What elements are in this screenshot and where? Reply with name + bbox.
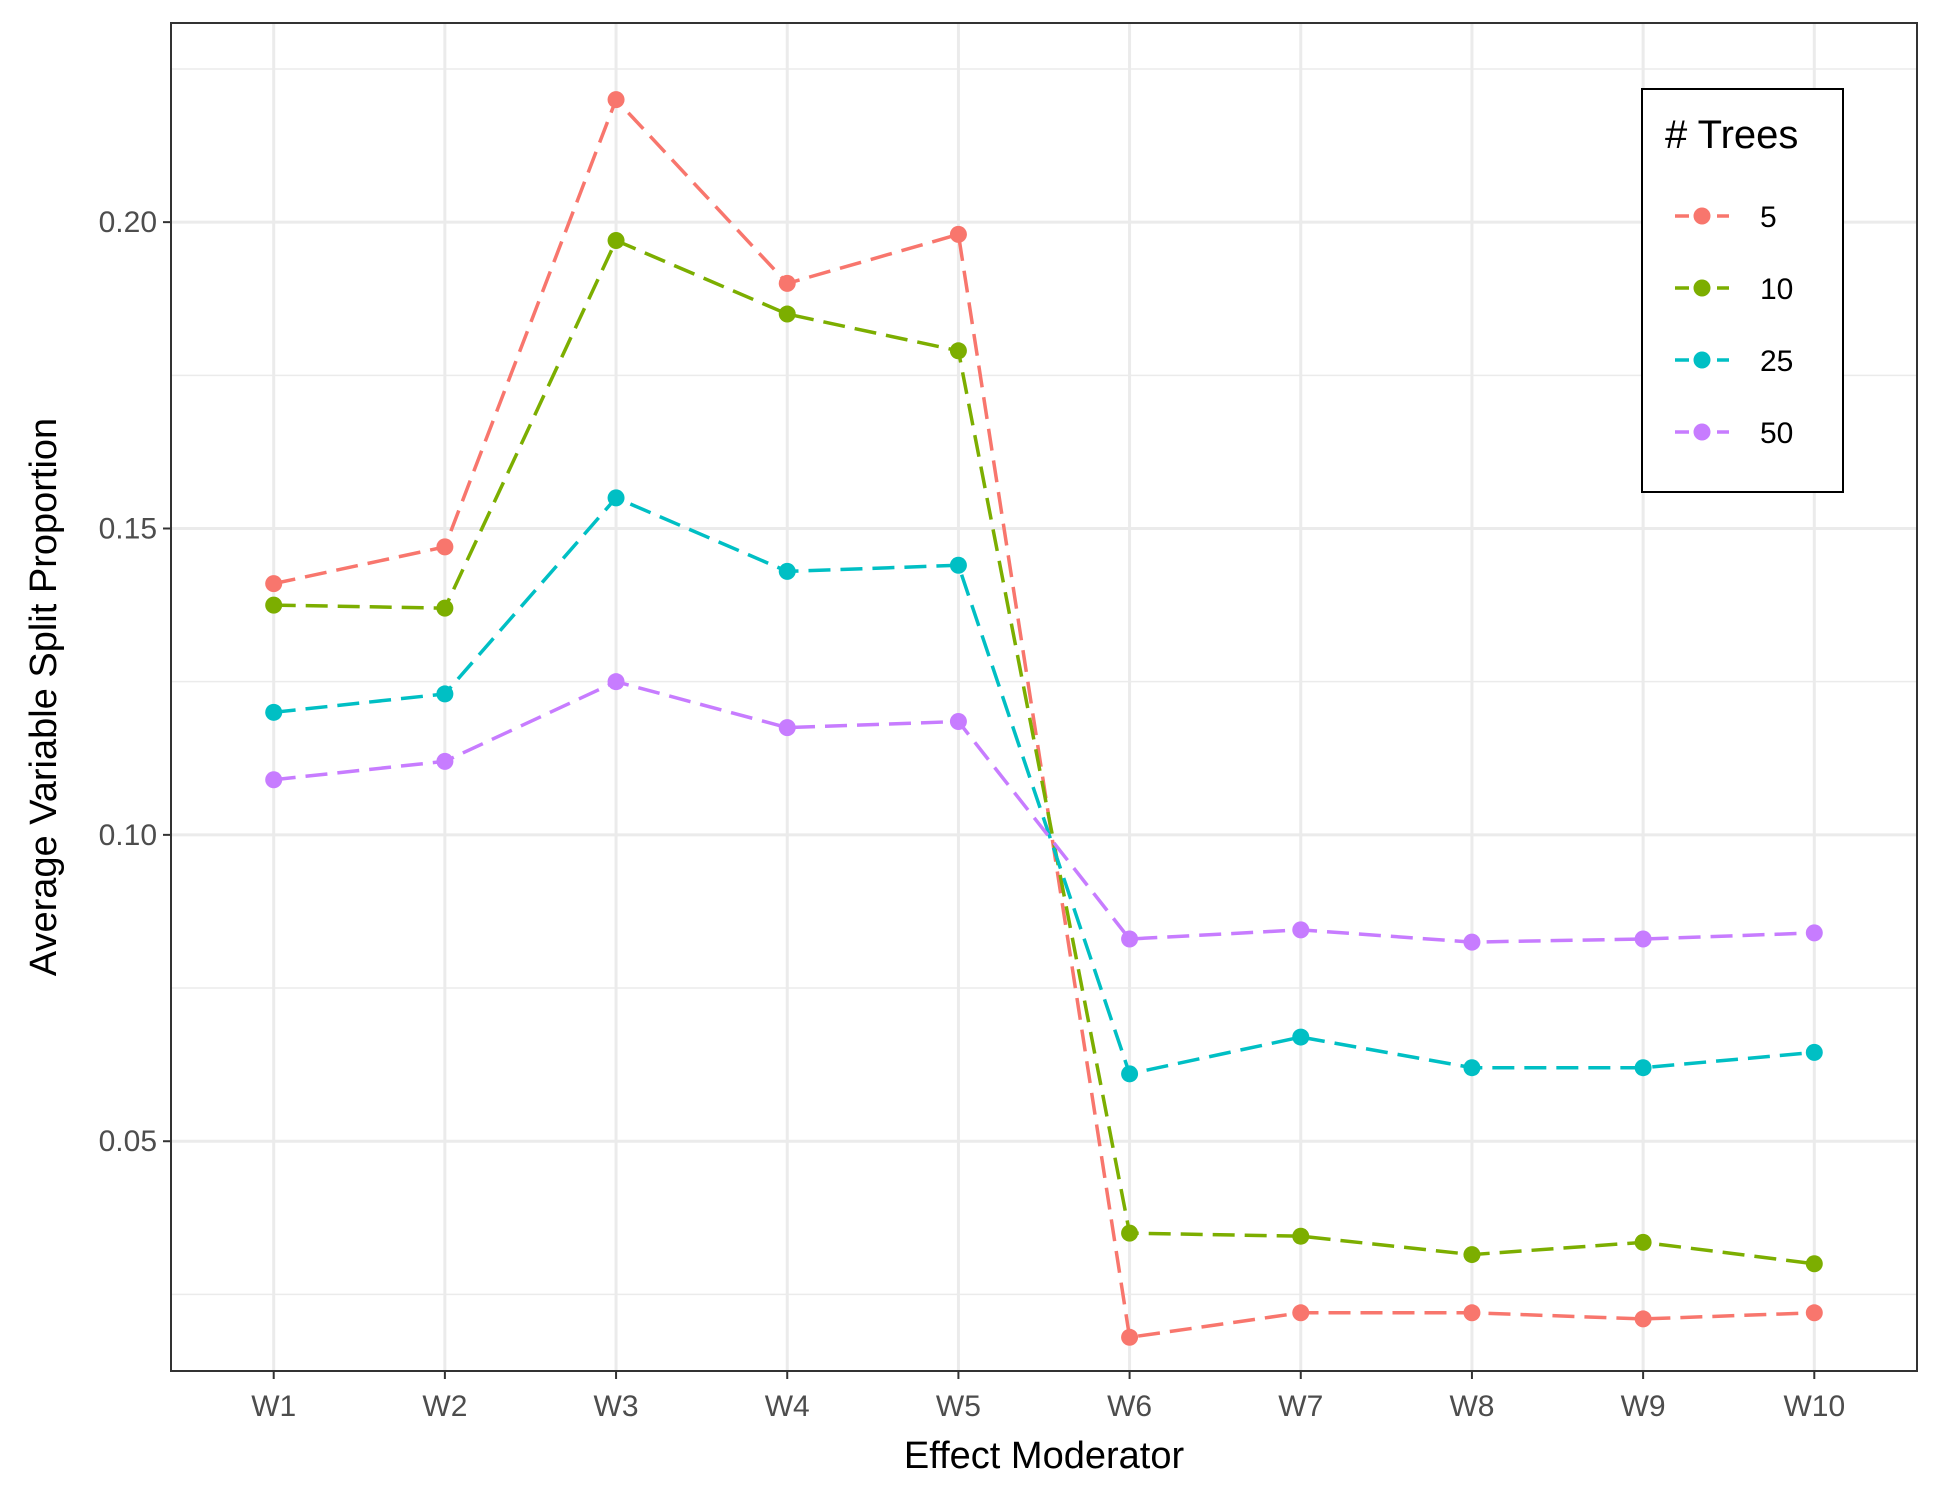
- data-point: [949, 225, 967, 243]
- x-tick-label: W2: [422, 1390, 467, 1423]
- x-tick-label: W6: [1107, 1390, 1152, 1423]
- legend: # Trees 5 10 25 50: [1641, 88, 1844, 493]
- legend-items: 5 10 25 50: [1675, 201, 1793, 450]
- data-point: [265, 575, 283, 593]
- axes: 0.05 0.10 0.15 0.20 W1 W2 W3 W4 W5 W6 W7 W8 W9 W10: [99, 206, 1846, 1423]
- data-point: [1121, 1328, 1139, 1346]
- data-point: [1463, 1304, 1481, 1322]
- y-tick-label: 0.05: [99, 1125, 157, 1158]
- data-point: [1463, 1059, 1481, 1077]
- data-point: [607, 91, 625, 109]
- data-point: [1634, 1233, 1652, 1251]
- legend-key-point: [1693, 351, 1711, 369]
- data-point: [1634, 1310, 1652, 1328]
- data-point: [1121, 930, 1139, 948]
- data-point: [778, 719, 796, 737]
- legend-key-point: [1693, 207, 1711, 225]
- data-point: [1805, 1304, 1823, 1322]
- data-point: [436, 752, 454, 770]
- series-line: [273, 679, 1815, 944]
- y-tick-label: 0.20: [99, 206, 157, 239]
- series-line: [273, 238, 1815, 1266]
- legend-key-point: [1693, 423, 1711, 441]
- data-point: [1292, 1028, 1310, 1046]
- data-point: [607, 489, 625, 507]
- data-point: [949, 556, 967, 574]
- series-line: [273, 495, 1815, 1076]
- legend-label: 25: [1760, 345, 1793, 378]
- plot-panel-border: [170, 22, 1918, 1372]
- data-point: [436, 538, 454, 556]
- series-50: [265, 673, 1823, 951]
- data-point: [1292, 921, 1310, 939]
- x-tick-label: W9: [1621, 1390, 1666, 1423]
- y-tick-label: 0.10: [99, 819, 157, 852]
- data-point: [265, 771, 283, 789]
- data-point: [949, 342, 967, 360]
- y-tick-label: 0.15: [99, 513, 157, 546]
- data-point: [1634, 1059, 1652, 1077]
- data-point: [1292, 1304, 1310, 1322]
- x-tick-label: W4: [765, 1390, 810, 1423]
- legend-key-point: [1693, 279, 1711, 297]
- data-point: [607, 232, 625, 250]
- y-axis-title: Average Variable Split Proportion: [23, 418, 65, 976]
- series-25: [265, 489, 1823, 1083]
- data-point: [436, 599, 454, 617]
- legend-item: 25: [1675, 345, 1793, 378]
- x-tick-label: W10: [1783, 1390, 1845, 1423]
- data-point: [778, 305, 796, 323]
- x-axis-title: Effect Moderator: [904, 1435, 1185, 1477]
- data-point: [436, 685, 454, 703]
- x-tick-label: W7: [1278, 1390, 1323, 1423]
- legend-item: 50: [1675, 417, 1793, 450]
- x-tick-label: W5: [936, 1390, 981, 1423]
- legend-title: # Trees: [1665, 113, 1798, 157]
- data-point: [1463, 933, 1481, 951]
- data-point: [1121, 1224, 1139, 1242]
- data-point: [1634, 930, 1652, 948]
- series-10: [265, 232, 1823, 1273]
- data-point: [778, 274, 796, 292]
- data-point: [1805, 1255, 1823, 1273]
- legend-item: 5: [1675, 201, 1777, 234]
- data-point: [1805, 1043, 1823, 1061]
- data-point: [607, 673, 625, 691]
- data-point: [265, 703, 283, 721]
- x-tick-label: W8: [1449, 1390, 1494, 1423]
- legend-box: [1641, 88, 1844, 493]
- x-tick-label: W3: [594, 1390, 639, 1423]
- x-tick-label: W1: [251, 1390, 296, 1423]
- legend-label: 5: [1760, 201, 1777, 234]
- data-point: [1805, 924, 1823, 942]
- data-point: [778, 562, 796, 580]
- data-point: [1121, 1065, 1139, 1083]
- legend-label: 50: [1760, 417, 1793, 450]
- data-point: [949, 713, 967, 731]
- data-point: [1292, 1227, 1310, 1245]
- data-point: [265, 596, 283, 614]
- legend-item: 10: [1675, 273, 1793, 306]
- series-group: [265, 91, 1823, 1346]
- data-point: [1463, 1246, 1481, 1264]
- legend-label: 10: [1760, 273, 1793, 306]
